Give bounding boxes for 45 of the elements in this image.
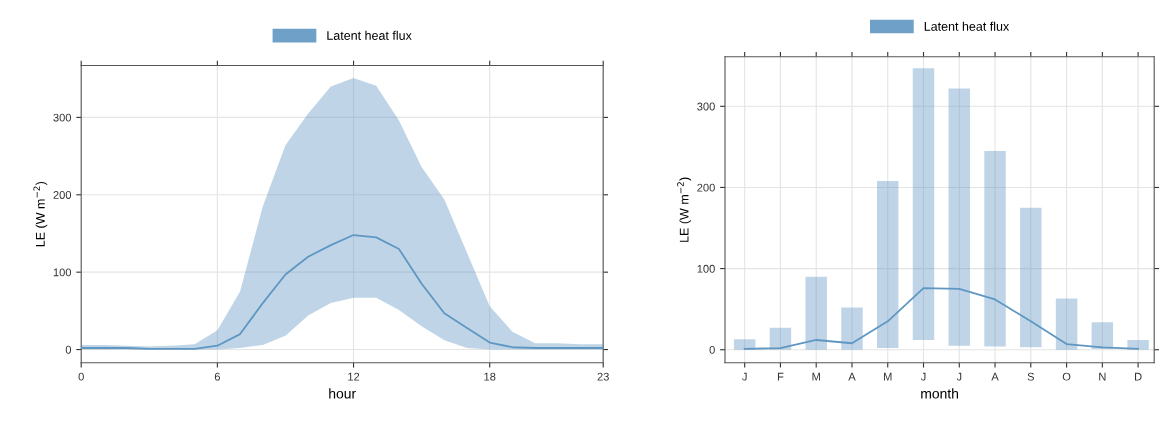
x-tick-label: N xyxy=(1099,372,1106,381)
x-tick-label: A xyxy=(848,372,856,381)
bar xyxy=(733,339,756,350)
y-axis-title: LE (W m$^{−2}$) xyxy=(677,177,692,242)
bar xyxy=(984,150,1006,347)
x-tick-label: 0 xyxy=(78,372,84,381)
y-tick-label: 200 xyxy=(53,191,72,199)
x-tick-label: F xyxy=(777,372,784,381)
x-tick-label: S xyxy=(1027,372,1034,381)
bar xyxy=(1127,339,1149,350)
bar xyxy=(912,68,935,340)
x-axis-title: hour xyxy=(329,388,356,399)
x-tick-label: 23 xyxy=(597,372,609,381)
x-tick-label: A xyxy=(991,372,999,381)
y-axis-title: LE (W m$^{−2}$) xyxy=(33,181,48,247)
bar xyxy=(877,180,899,349)
bar xyxy=(805,276,827,350)
x-tick-label: J xyxy=(742,372,747,381)
x-tick-label: J xyxy=(920,372,926,381)
line-series xyxy=(81,234,604,350)
bar xyxy=(948,88,970,346)
x-axis-title: month xyxy=(921,388,958,399)
bar xyxy=(841,307,863,350)
legend-label: Latent heat flux xyxy=(924,21,1010,31)
x-tick-label: D xyxy=(1135,372,1142,381)
y-tick-label: 300 xyxy=(697,102,715,111)
bar xyxy=(1020,207,1042,348)
legend-label: Latent heat flux xyxy=(327,30,412,40)
x-tick-label: M xyxy=(884,372,892,381)
y-tick-label: 0 xyxy=(709,345,715,354)
x-tick-label: M xyxy=(812,372,820,381)
x-tick-label: 12 xyxy=(348,372,360,381)
y-tick-label: 100 xyxy=(697,264,715,273)
line-series xyxy=(743,287,1140,350)
bar xyxy=(1091,322,1114,349)
bar xyxy=(769,327,792,350)
x-tick-label: 18 xyxy=(484,372,496,381)
y-tick-label: 300 xyxy=(53,113,72,122)
bar xyxy=(1055,298,1078,350)
y-tick-label: 0 xyxy=(65,345,72,354)
x-tick-label: O xyxy=(1062,372,1071,381)
y-tick-label: 100 xyxy=(53,268,72,277)
y-tick-label: 200 xyxy=(697,183,715,192)
x-tick-label: J xyxy=(956,372,962,381)
x-tick-label: 6 xyxy=(214,372,220,381)
